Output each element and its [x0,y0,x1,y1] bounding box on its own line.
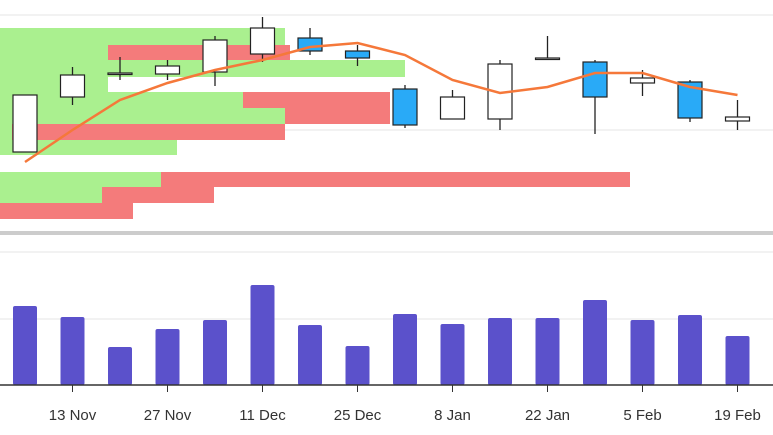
profile-bar [0,187,102,203]
volume-bar [13,306,37,385]
volume-bar [583,300,607,385]
x-tick-label: 13 Nov [49,407,97,424]
volume-bar [298,325,322,385]
volume-bar [678,315,702,385]
candle-body [582,61,608,98]
volume-bar [60,317,85,385]
candle-body [534,57,561,61]
volume-bar [725,336,750,385]
candle-body [392,88,418,126]
x-tick-label: 19 Feb [714,407,761,424]
volume-bar [393,314,417,385]
profile-bar [285,108,390,124]
x-tick-label: 25 Dec [334,407,382,424]
panel-separator [0,231,773,235]
candle-body [202,39,228,73]
candle-body [344,50,371,59]
x-tick-label: 5 Feb [623,407,661,424]
candle-body [629,77,656,84]
x-tick-label: 8 Jan [434,407,471,424]
profile-bar [0,124,12,140]
profile-bar [0,203,133,219]
profile-bar [12,124,285,140]
volume-bar [250,285,275,385]
candle-body [107,72,133,76]
candle-body [724,116,751,122]
volume-bar [488,318,512,385]
candle-body [439,96,466,120]
profile-bar [0,108,285,124]
volume-bar [630,320,655,385]
volume-bar [108,347,132,385]
profile-bar [161,172,630,187]
profile-bar [0,172,161,187]
volume-bar [345,346,370,385]
profile-bar [0,28,285,45]
profile-bar [102,187,214,203]
volume-bar [535,318,560,385]
x-tick-label: 22 Jan [525,407,570,424]
profile-bar [243,92,390,108]
moving-average [24,41,738,164]
x-tick-label: 27 Nov [144,407,192,424]
profile-bar [0,45,108,60]
candle-body [249,27,276,55]
candle-body [59,74,86,98]
profile-bar [108,45,290,60]
candle-body [12,94,38,153]
profile-bar [0,140,177,155]
volume-bar [155,329,180,385]
x-tick-label: 11 Dec [239,407,286,424]
profile-bar [0,77,108,92]
candle-body [154,65,181,75]
volume-bar [440,324,465,385]
volume-bar [203,320,227,385]
